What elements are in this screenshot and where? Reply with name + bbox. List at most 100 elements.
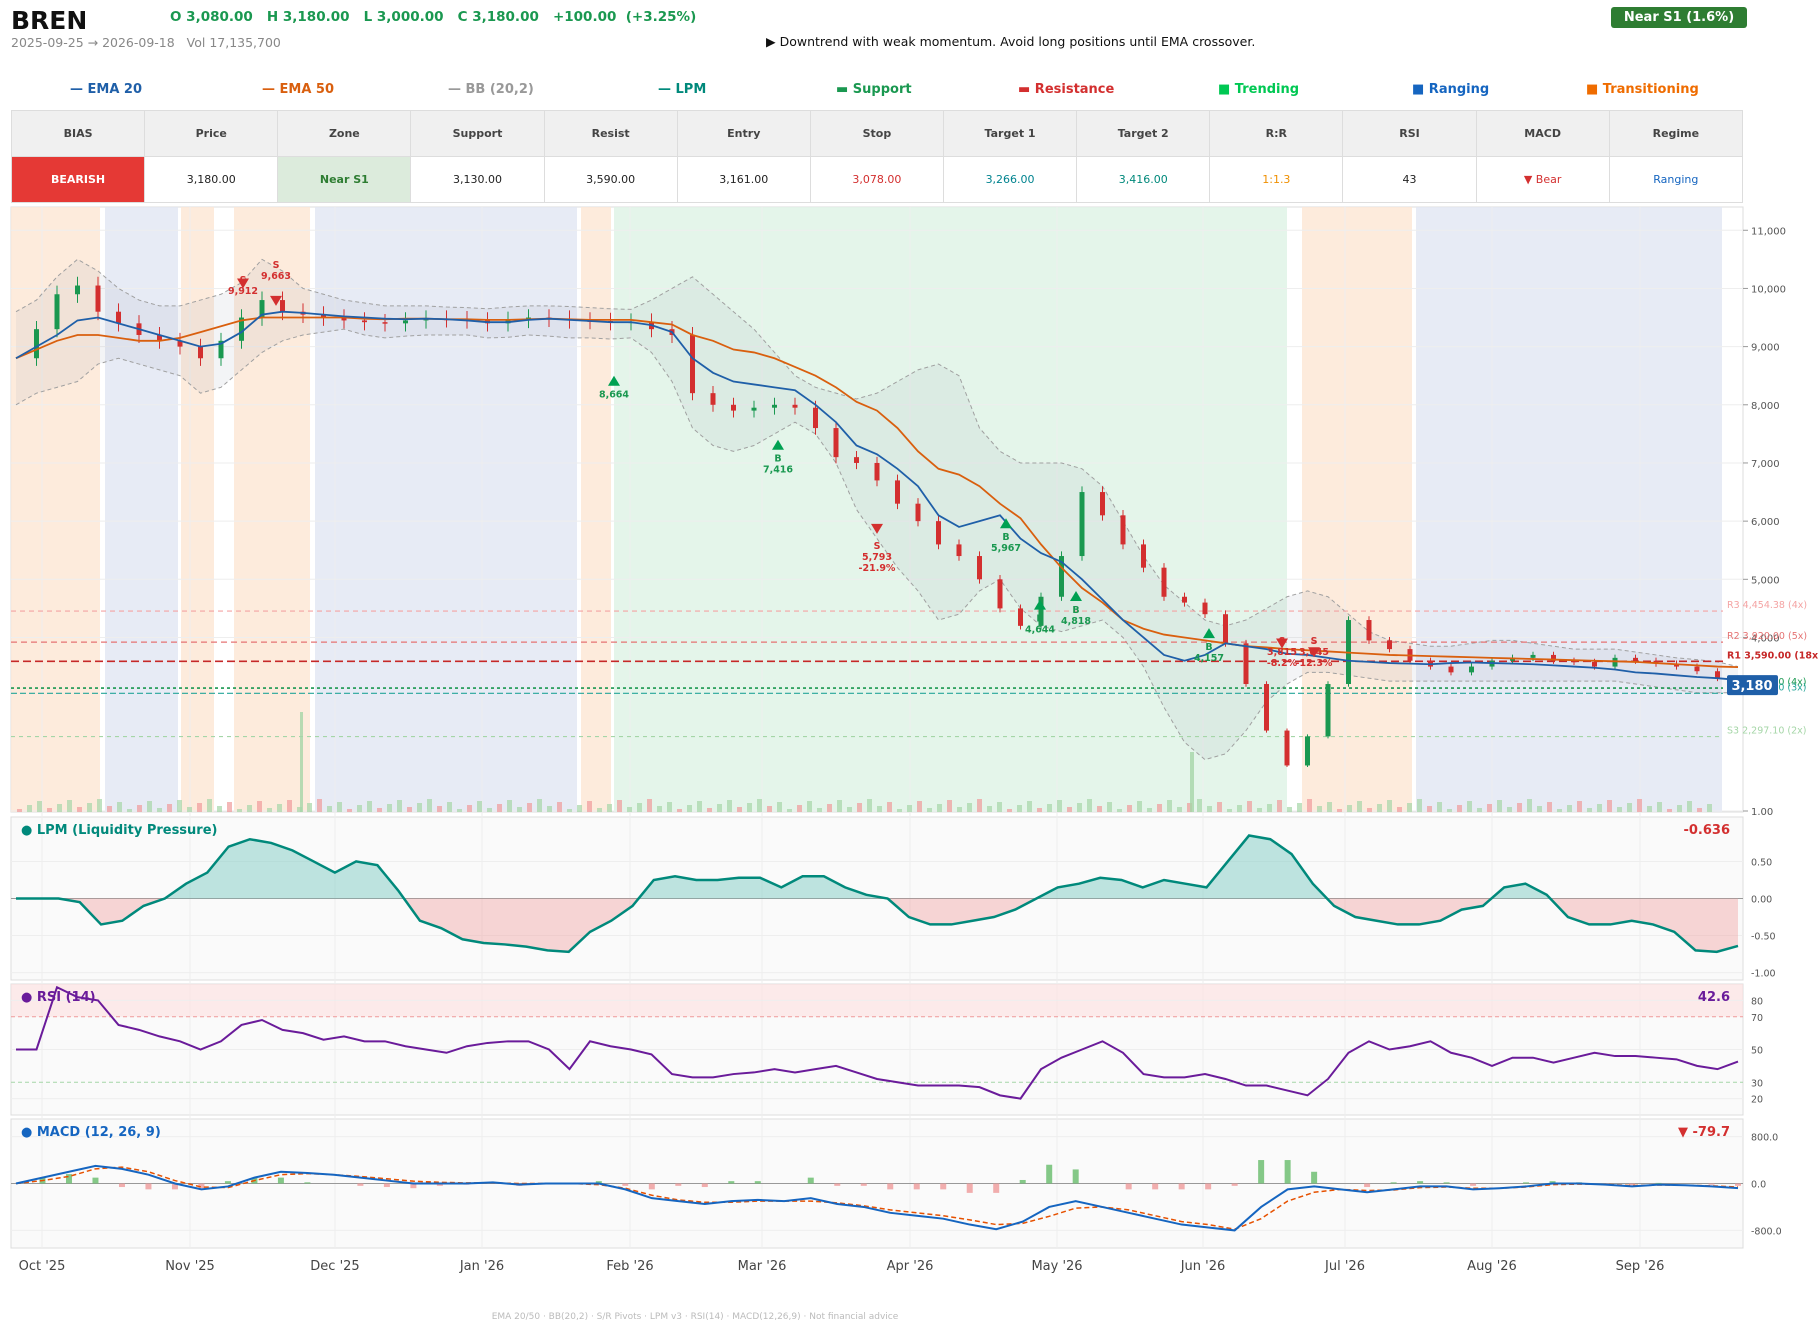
date-range: 2025-09-25 → 2026-09-18 xyxy=(11,35,175,50)
volume-bar xyxy=(737,807,742,812)
volume-readout: Vol 17,135,700 xyxy=(186,35,281,50)
candle-body xyxy=(1284,730,1290,766)
macd-histogram-bar xyxy=(357,1183,364,1186)
candle-body xyxy=(956,544,962,557)
regime-band xyxy=(105,207,178,812)
table-value-cell: Ranging xyxy=(1608,156,1744,203)
volume-bar xyxy=(1497,800,1502,812)
candle-body xyxy=(239,317,244,341)
macd-tick-label: 800.0 xyxy=(1751,1133,1778,1144)
volume-bar xyxy=(1237,805,1242,812)
volume-bar xyxy=(787,809,792,812)
volume-bar xyxy=(147,801,152,812)
marker-label: 7,416 xyxy=(763,465,793,476)
macd-histogram-bar xyxy=(1152,1183,1159,1190)
candle-body xyxy=(1018,608,1023,626)
x-tick-label: Aug '26 xyxy=(1467,1259,1517,1274)
volume-bar xyxy=(277,804,282,812)
macd-histogram-bar xyxy=(728,1181,735,1184)
volume-bar xyxy=(1257,808,1262,812)
regime-band xyxy=(614,207,1287,812)
volume-bar xyxy=(1127,805,1132,812)
macd-value: ▼ -79.7 xyxy=(1678,1125,1730,1140)
candle-body xyxy=(34,329,39,359)
macd-histogram-bar xyxy=(1258,1160,1265,1184)
marker-label: 4,157 xyxy=(1194,653,1224,664)
volume-bar xyxy=(1567,805,1572,812)
volume-bar xyxy=(1327,802,1332,812)
volume-bar xyxy=(1157,804,1162,812)
price-tick-label: 1.00 xyxy=(1751,807,1773,818)
volume-bar xyxy=(17,809,22,812)
macd-histogram-bar xyxy=(1019,1179,1026,1184)
volume-bar xyxy=(1537,806,1542,812)
volume-bar xyxy=(1137,801,1142,812)
macd-histogram-bar xyxy=(1072,1169,1079,1184)
table-header-cell: Resist xyxy=(543,110,678,157)
candle-body xyxy=(1305,736,1310,766)
candle-body xyxy=(403,320,408,324)
candle-body xyxy=(321,314,326,318)
x-tick-label: Feb '26 xyxy=(606,1259,653,1274)
volume-bar xyxy=(287,800,292,812)
volume-bar xyxy=(1347,805,1352,812)
table-value-cell: 1:1.3 xyxy=(1209,156,1344,203)
volume-bar xyxy=(37,801,42,812)
trade-summary-table: BIAS Price Zone Support Resist Entry Stop Targe… xyxy=(10,110,1744,203)
macd-histogram-bar xyxy=(887,1183,894,1190)
volume-bar xyxy=(837,800,842,812)
volume-bar xyxy=(327,806,332,812)
macd-histogram-bar xyxy=(1390,1182,1397,1184)
candle-body xyxy=(813,407,818,429)
price-tick-label: 9,000 xyxy=(1751,343,1780,354)
candle-body xyxy=(1469,666,1474,673)
volume-bar xyxy=(1637,799,1642,812)
rsi-title: ● RSI (14) xyxy=(21,990,96,1005)
candle-body xyxy=(1551,654,1556,661)
legend-ema20: — EMA 20 xyxy=(70,82,143,97)
price-tick-label: 11,000 xyxy=(1751,226,1786,237)
volume-bar xyxy=(1087,799,1092,812)
marker-label: 3,645 xyxy=(1299,647,1329,658)
volume-bar xyxy=(1487,804,1492,812)
x-tick-label: Nov '25 xyxy=(165,1259,215,1274)
table-value-row: BEARISH 3,180.00 Near S1 3,130.00 3,590.00 3,… xyxy=(10,156,1744,203)
macd-histogram-bar xyxy=(1046,1164,1053,1184)
volume-bar xyxy=(1547,802,1552,812)
volume-bar xyxy=(1657,802,1662,812)
volume-bar xyxy=(1017,805,1022,812)
date-range-volume: 2025-09-25 → 2026-09-18 Vol 17,135,700 xyxy=(11,35,281,50)
legend-bb: — BB (20,2) xyxy=(448,82,534,97)
lpm-title: ● LPM (Liquidity Pressure) xyxy=(21,823,217,838)
regime-band xyxy=(234,207,310,812)
table-header-cell: R:R xyxy=(1209,110,1344,157)
volume-bar xyxy=(1177,807,1182,812)
volume-bar xyxy=(467,805,472,812)
candle-body xyxy=(198,346,203,359)
volume-bar xyxy=(1607,800,1612,812)
price-tick-label: 7,000 xyxy=(1751,459,1780,470)
volume-bar xyxy=(667,802,672,812)
volume-bar xyxy=(497,804,502,812)
volume-bar xyxy=(127,809,132,812)
table-value-cell: Near S1 xyxy=(277,156,412,203)
volume-bar xyxy=(87,803,92,812)
marker-label: -8.2% xyxy=(1267,658,1298,669)
marker-label: S xyxy=(1279,636,1286,647)
table-value-cell: 3,590.00 xyxy=(543,156,678,203)
volume-bar xyxy=(857,803,862,812)
macd-histogram-bar xyxy=(595,1181,602,1184)
volume-bar xyxy=(1527,799,1532,812)
marker-label: B xyxy=(774,454,781,465)
bollinger-lower xyxy=(15,328,1738,761)
candle-body xyxy=(1100,492,1105,516)
table-value-cell: BEARISH xyxy=(10,156,146,203)
table-header-cell: MACD xyxy=(1475,110,1610,157)
volume-bar xyxy=(387,804,392,812)
table-value-cell: 3,266.00 xyxy=(942,156,1078,203)
volume-bar xyxy=(1167,800,1172,812)
volume-bar xyxy=(757,799,762,812)
volume-bar xyxy=(297,807,302,812)
macd-histogram-bar xyxy=(754,1181,761,1184)
volume-bar xyxy=(1437,802,1442,812)
